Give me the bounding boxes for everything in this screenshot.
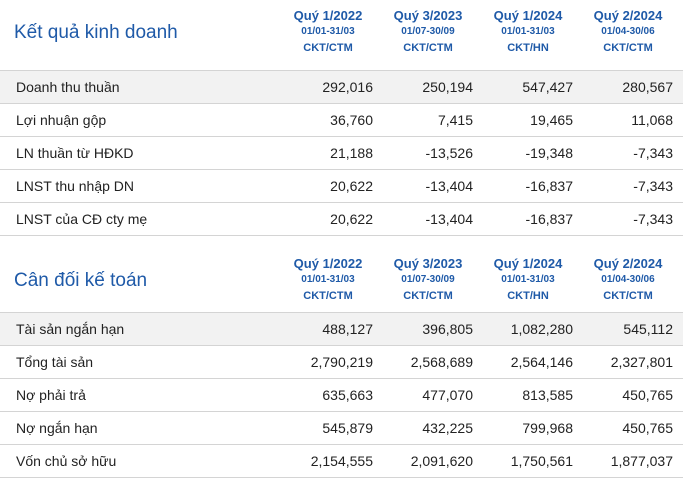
col-type: CKT/CTM — [303, 290, 353, 302]
row-value: -16,837 — [525, 178, 573, 194]
table-row: Nợ ngắn hạn 545,879 432,225 799,968 450,… — [0, 412, 683, 445]
col-quarter[interactable]: Quý 2/2024 — [593, 8, 663, 23]
row-value: -13,526 — [425, 145, 473, 161]
row-label: Lợi nhuận gộp — [16, 112, 107, 128]
row-label: Nợ ngắn hạn — [16, 420, 98, 436]
income-title: Kết quả kinh doanh — [14, 22, 178, 43]
row-label: Doanh thu thuần — [16, 79, 120, 95]
balance-col-1: Quý 1/2022 01/01-31/03 CKT/CTM — [278, 256, 378, 304]
income-col-4: Quý 2/2024 01/04-30/06 CKT/CTM — [578, 8, 678, 56]
row-value: 488,127 — [322, 321, 373, 337]
row-value: 7,415 — [437, 112, 473, 128]
row-label: LNST thu nhập DN — [16, 178, 135, 194]
table-row: Tài sản ngắn hạn 488,127 396,805 1,082,2… — [0, 312, 683, 346]
income-header: Kết quả kinh doanh Quý 1/2022 01/01-31/0… — [0, 0, 683, 70]
row-value: 545,112 — [623, 321, 673, 337]
balance-col-2: Quý 3/2023 01/07-30/09 CKT/CTM — [378, 256, 478, 304]
row-value: 396,805 — [422, 321, 473, 337]
row-value: 1,082,280 — [510, 321, 573, 337]
row-value: 813,585 — [522, 387, 573, 403]
row-value: 2,564,146 — [510, 354, 573, 370]
row-value: 20,622 — [330, 178, 373, 194]
row-value: 21,188 — [330, 145, 373, 161]
row-value: 20,622 — [330, 211, 373, 227]
row-value: -16,837 — [525, 211, 573, 227]
income-col-3: Quý 1/2024 01/01-31/03 CKT/HN — [478, 8, 578, 56]
row-label: Tài sản ngắn hạn — [16, 321, 125, 337]
balance-header: Cân đối kế toán Quý 1/2022 01/01-31/03 C… — [0, 238, 683, 312]
col-dates: 01/04-30/06 — [601, 274, 655, 285]
table-row: LN thuần từ HĐKD 21,188 -13,526 -19,348 … — [0, 137, 683, 170]
row-value: -19,348 — [525, 145, 573, 161]
row-value: 292,016 — [322, 79, 373, 95]
income-col-1: Quý 1/2022 01/01-31/03 CKT/CTM — [278, 8, 378, 56]
income-col-2: Quý 3/2023 01/07-30/09 CKT/CTM — [378, 8, 478, 56]
col-quarter[interactable]: Quý 1/2022 — [293, 8, 363, 23]
balance-section: Cân đối kế toán Quý 1/2022 01/01-31/03 C… — [0, 238, 683, 478]
col-type: CKT/HN — [507, 42, 549, 54]
col-type: CKT/CTM — [303, 42, 353, 54]
row-value: 250,194 — [422, 79, 473, 95]
col-type: CKT/CTM — [403, 290, 453, 302]
row-value: 2,091,620 — [410, 453, 473, 469]
row-value: 1,750,561 — [510, 453, 573, 469]
col-quarter[interactable]: Quý 1/2024 — [493, 8, 563, 23]
row-value: 635,663 — [322, 387, 373, 403]
balance-col-4: Quý 2/2024 01/04-30/06 CKT/CTM — [578, 256, 678, 304]
col-type: CKT/CTM — [603, 42, 653, 54]
row-value: 432,225 — [422, 420, 473, 436]
row-value: -7,343 — [633, 178, 673, 194]
table-row: Tổng tài sản 2,790,219 2,568,689 2,564,1… — [0, 346, 683, 379]
table-row: LNST thu nhập DN 20,622 -13,404 -16,837 … — [0, 170, 683, 203]
table-row: Lợi nhuận gộp 36,760 7,415 19,465 11,068 — [0, 104, 683, 137]
col-type: CKT/CTM — [603, 290, 653, 302]
col-quarter[interactable]: Quý 3/2023 — [393, 256, 463, 271]
row-value: 2,568,689 — [410, 354, 473, 370]
row-label: Tổng tài sản — [16, 354, 94, 370]
row-value: 545,879 — [322, 420, 373, 436]
row-label: Nợ phải trả — [16, 387, 86, 403]
row-value: 799,968 — [522, 420, 573, 436]
row-value: -7,343 — [633, 211, 673, 227]
table-row: Nợ phải trả 635,663 477,070 813,585 450,… — [0, 379, 683, 412]
row-value: 2,154,555 — [310, 453, 373, 469]
income-section: Kết quả kinh doanh Quý 1/2022 01/01-31/0… — [0, 0, 683, 236]
row-value: 2,327,801 — [610, 354, 673, 370]
table-row: Vốn chủ sở hữu 2,154,555 2,091,620 1,750… — [0, 445, 683, 478]
row-value: 477,070 — [422, 387, 473, 403]
col-quarter[interactable]: Quý 1/2024 — [493, 256, 563, 271]
row-value: 11,068 — [631, 112, 673, 128]
row-value: 36,760 — [330, 112, 373, 128]
col-dates: 01/07-30/09 — [401, 274, 455, 285]
row-value: 19,465 — [530, 112, 573, 128]
row-label: Vốn chủ sở hữu — [16, 453, 117, 469]
row-value: 450,765 — [622, 387, 673, 403]
col-dates: 01/07-30/09 — [401, 26, 455, 37]
col-type: CKT/HN — [507, 290, 549, 302]
row-value: 450,765 — [622, 420, 673, 436]
balance-title: Cân đối kế toán — [14, 270, 148, 291]
col-quarter[interactable]: Quý 3/2023 — [393, 8, 463, 23]
row-value: -13,404 — [425, 211, 473, 227]
col-quarter[interactable]: Quý 2/2024 — [593, 256, 663, 271]
col-quarter[interactable]: Quý 1/2022 — [293, 256, 363, 271]
table-row: Doanh thu thuần 292,016 250,194 547,427 … — [0, 70, 683, 104]
row-label: LN thuần từ HĐKD — [16, 145, 134, 161]
table-row: LNST của CĐ cty mẹ 20,622 -13,404 -16,83… — [0, 203, 683, 236]
row-value: 547,427 — [522, 79, 573, 95]
col-dates: 01/01-31/03 — [301, 26, 355, 37]
row-value: 1,877,037 — [610, 453, 673, 469]
col-dates: 01/01-31/03 — [501, 26, 555, 37]
col-type: CKT/CTM — [403, 42, 453, 54]
row-value: 280,567 — [622, 79, 673, 95]
row-value: 2,790,219 — [310, 354, 373, 370]
col-dates: 01/01-31/03 — [501, 274, 555, 285]
col-dates: 01/01-31/03 — [301, 274, 355, 285]
row-value: -13,404 — [425, 178, 473, 194]
row-label: LNST của CĐ cty mẹ — [16, 211, 148, 227]
col-dates: 01/04-30/06 — [601, 26, 655, 37]
balance-col-3: Quý 1/2024 01/01-31/03 CKT/HN — [478, 256, 578, 304]
row-value: -7,343 — [633, 145, 673, 161]
